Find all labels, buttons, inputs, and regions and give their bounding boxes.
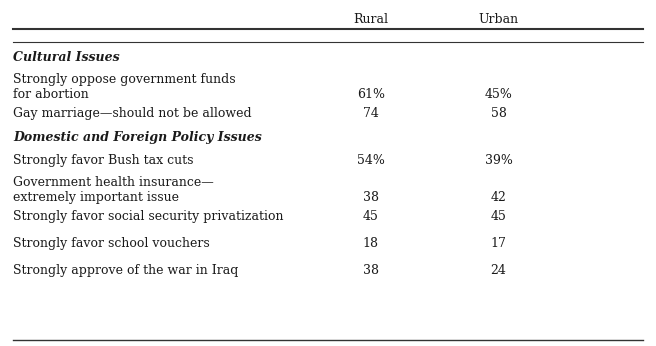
Text: Cultural Issues: Cultural Issues: [13, 51, 120, 64]
Text: 74: 74: [363, 107, 379, 120]
Text: Government health insurance—: Government health insurance—: [13, 176, 214, 189]
Text: 58: 58: [491, 107, 506, 120]
Text: Strongly favor social security privatization: Strongly favor social security privatiza…: [13, 210, 283, 224]
Text: 39%: 39%: [485, 154, 512, 167]
Text: 45: 45: [363, 210, 379, 224]
Text: for abortion: for abortion: [13, 88, 89, 101]
Text: 45: 45: [491, 210, 506, 224]
Text: Urban: Urban: [478, 12, 519, 26]
Text: 18: 18: [363, 237, 379, 251]
Text: Domestic and Foreign Policy Issues: Domestic and Foreign Policy Issues: [13, 130, 262, 144]
Text: 61%: 61%: [357, 88, 384, 101]
Text: 42: 42: [491, 191, 506, 203]
Text: Rural: Rural: [353, 12, 388, 26]
Text: 54%: 54%: [357, 154, 384, 167]
Text: extremely important issue: extremely important issue: [13, 191, 179, 203]
Text: Gay marriage—should not be allowed: Gay marriage—should not be allowed: [13, 107, 252, 120]
Text: 38: 38: [363, 264, 379, 277]
Text: Strongly favor school vouchers: Strongly favor school vouchers: [13, 237, 210, 251]
Text: 24: 24: [491, 264, 506, 277]
Text: 45%: 45%: [485, 88, 512, 101]
Text: 38: 38: [363, 191, 379, 203]
Text: Strongly oppose government funds: Strongly oppose government funds: [13, 73, 236, 86]
Text: Strongly favor Bush tax cuts: Strongly favor Bush tax cuts: [13, 154, 194, 167]
Text: 17: 17: [491, 237, 506, 251]
Text: Strongly approve of the war in Iraq: Strongly approve of the war in Iraq: [13, 264, 239, 277]
